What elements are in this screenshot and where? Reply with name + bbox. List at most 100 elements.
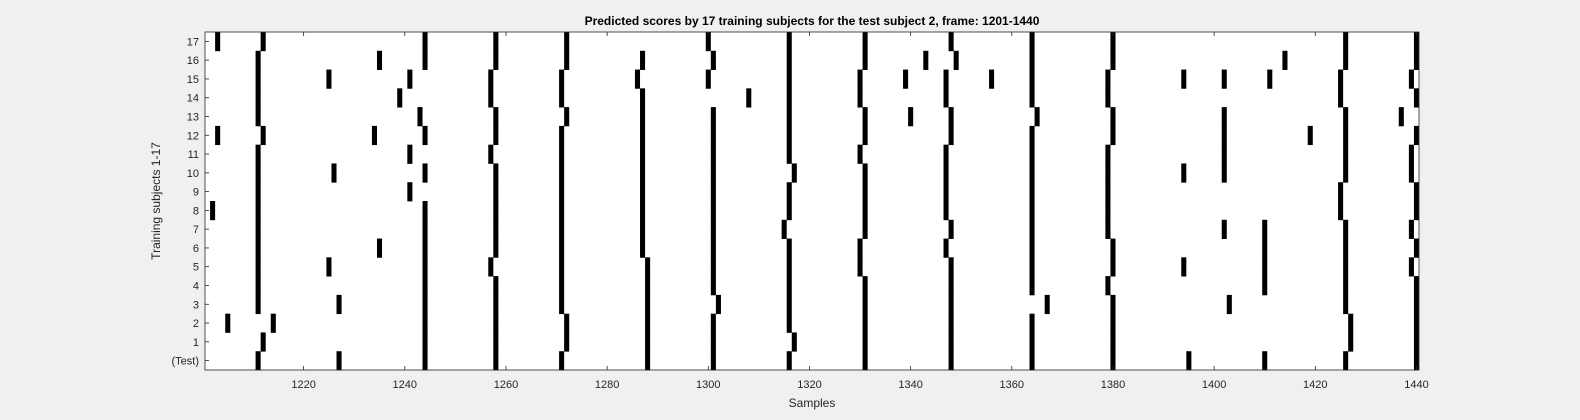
event-mark <box>493 182 499 202</box>
event-mark <box>417 107 423 127</box>
event-marks <box>210 32 1419 371</box>
event-mark <box>791 163 797 183</box>
event-mark <box>1413 182 1419 202</box>
event-mark <box>710 163 716 183</box>
event-mark <box>1105 219 1111 239</box>
event-mark <box>1413 125 1419 146</box>
event-mark <box>260 32 266 52</box>
event-mark <box>786 125 792 146</box>
event-mark <box>559 238 565 258</box>
event-mark <box>488 257 494 277</box>
event-mark <box>1029 88 1035 108</box>
event-mark <box>640 219 646 239</box>
event-mark <box>862 32 868 52</box>
event-mark <box>559 163 565 183</box>
event-mark <box>1181 163 1187 183</box>
event-mark <box>640 50 646 70</box>
event-mark <box>1105 88 1111 108</box>
event-mark <box>1343 107 1349 127</box>
event-mark <box>715 294 721 315</box>
event-mark <box>645 332 651 352</box>
event-mark <box>1343 294 1349 315</box>
x-tick-label: 1220 <box>291 379 315 391</box>
event-mark <box>559 294 565 315</box>
event-mark <box>493 294 499 315</box>
event-mark <box>559 144 565 164</box>
event-mark <box>786 107 792 127</box>
event-mark <box>1110 125 1116 146</box>
event-mark <box>989 69 995 89</box>
event-mark <box>1105 276 1111 296</box>
event-mark <box>948 107 954 127</box>
x-tick-label: 1440 <box>1404 379 1428 391</box>
event-mark <box>948 276 954 296</box>
y-tick-label: 16 <box>187 55 199 67</box>
event-mark <box>559 276 565 296</box>
event-mark <box>255 144 261 164</box>
event-mark <box>1262 257 1268 277</box>
event-mark <box>488 69 494 89</box>
event-mark <box>948 32 954 52</box>
event-mark <box>1343 351 1349 371</box>
event-mark <box>1029 144 1035 164</box>
event-mark <box>371 125 377 146</box>
event-mark <box>1262 219 1268 239</box>
event-mark <box>255 163 261 183</box>
event-mark <box>943 182 949 202</box>
event-mark <box>407 69 413 89</box>
event-mark <box>1029 332 1035 352</box>
event-mark <box>705 69 711 89</box>
event-mark <box>1343 50 1349 70</box>
event-mark <box>1413 201 1419 221</box>
event-mark <box>786 313 792 333</box>
event-mark <box>255 351 261 371</box>
event-mark <box>1105 163 1111 183</box>
y-tick-label: 7 <box>193 224 199 236</box>
event-mark <box>1282 50 1288 70</box>
event-mark <box>1413 88 1419 108</box>
event-mark <box>857 238 863 258</box>
event-mark <box>422 125 428 146</box>
event-mark <box>1029 125 1035 146</box>
event-mark <box>255 50 261 70</box>
event-mark <box>857 144 863 164</box>
event-mark <box>645 257 651 277</box>
event-mark <box>407 144 413 164</box>
event-mark <box>1110 313 1116 333</box>
event-mark <box>640 88 646 108</box>
event-mark <box>488 144 494 164</box>
event-mark <box>710 276 716 296</box>
event-mark <box>640 144 646 164</box>
event-mark <box>640 163 646 183</box>
event-mark <box>1110 332 1116 352</box>
event-mark <box>210 201 216 221</box>
x-tick-label: 1340 <box>898 379 922 391</box>
event-mark <box>1110 294 1116 315</box>
event-mark <box>710 201 716 221</box>
event-mark <box>640 107 646 127</box>
event-mark <box>1262 276 1268 296</box>
x-axis-label: Samples <box>789 396 836 410</box>
event-mark <box>862 332 868 352</box>
event-mark <box>710 351 716 371</box>
x-ticks: 1220 1240 1260 1280 1300 1320 1340 1360 1380 1400… <box>291 32 1429 391</box>
event-mark <box>943 144 949 164</box>
event-mark <box>1110 50 1116 70</box>
event-mark <box>422 257 428 277</box>
event-mark <box>1221 144 1227 164</box>
event-mark <box>376 238 383 258</box>
event-mark <box>857 257 863 277</box>
event-mark <box>640 201 646 221</box>
event-mark <box>640 125 646 146</box>
event-mark <box>255 219 261 239</box>
event-mark <box>786 32 792 52</box>
event-mark <box>1029 32 1035 52</box>
event-mark <box>422 201 428 221</box>
event-mark <box>640 238 646 258</box>
event-mark <box>564 332 570 352</box>
event-mark <box>1029 182 1035 202</box>
event-mark <box>786 69 792 89</box>
event-mark <box>948 313 954 333</box>
event-mark <box>645 294 651 315</box>
event-mark <box>943 163 949 183</box>
